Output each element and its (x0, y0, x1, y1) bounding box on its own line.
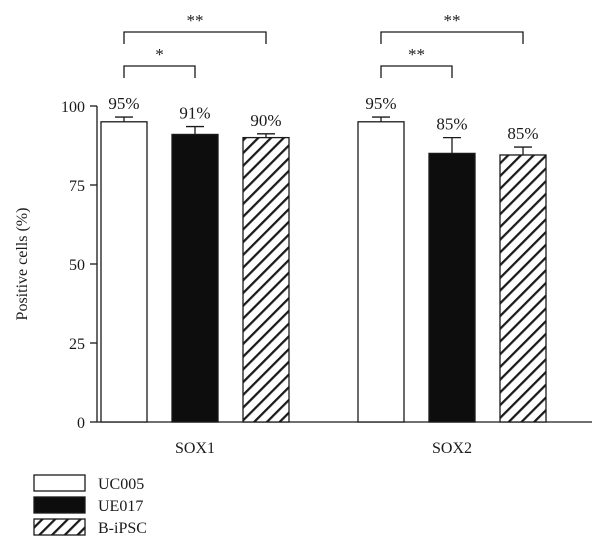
significance-bracket (123, 65, 196, 78)
data-label: 90% (250, 111, 281, 130)
legend: UC005 UE017 B-iPSC (33, 474, 147, 537)
legend-label: B-iPSC (98, 520, 147, 537)
data-label: 85% (436, 115, 467, 134)
significance-bracket (123, 31, 267, 44)
y-tick-label: 50 (69, 257, 85, 274)
y-tick-label: 100 (61, 99, 85, 116)
significance-bracket (380, 65, 453, 78)
significance-bracket (380, 31, 524, 44)
x-tick-label: SOX1 (175, 440, 215, 457)
bar (242, 136, 290, 423)
y-axis-title: Positive cells (%) (14, 208, 31, 321)
plot-area: 0 25 50 75 100 Positive cells (%) 95% 91% 90% SOX… (14, 11, 592, 457)
y-tick-label: 25 (69, 336, 85, 353)
significance-label: * (155, 45, 164, 64)
data-label: 85% (507, 124, 538, 143)
bar (171, 133, 219, 423)
bar (428, 152, 476, 423)
data-label: 91% (179, 104, 210, 123)
significance-label: ** (444, 11, 461, 30)
significance-label: ** (187, 11, 204, 30)
bar (357, 121, 405, 423)
data-label: 95% (365, 94, 396, 113)
legend-swatch (33, 474, 86, 492)
legend-swatch (33, 496, 86, 514)
bar (499, 154, 547, 423)
y-tick-label: 75 (69, 178, 85, 195)
data-label: 95% (108, 94, 139, 113)
significance-label: ** (408, 45, 425, 64)
y-tick-label: 0 (77, 415, 85, 432)
legend-label: UC005 (98, 476, 144, 493)
x-tick-label: SOX2 (432, 440, 472, 457)
legend-label: UE017 (98, 498, 143, 515)
legend-swatch (33, 518, 86, 536)
bar (100, 121, 148, 423)
